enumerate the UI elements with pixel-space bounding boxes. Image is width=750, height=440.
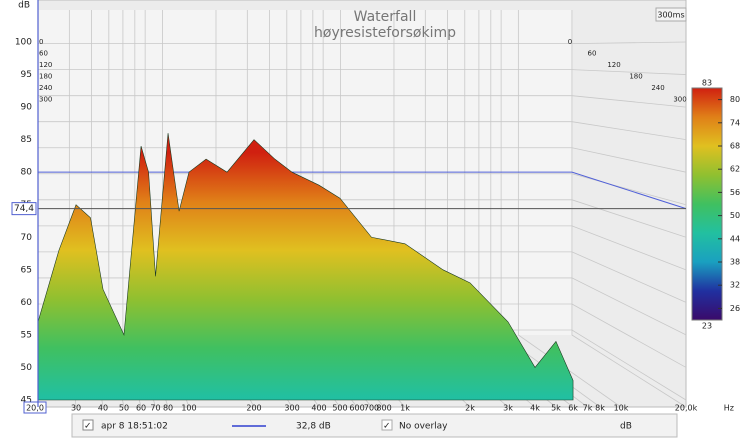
series-checkbox[interactable]: [82, 419, 94, 431]
x-tick-label: 400: [311, 404, 326, 413]
legend-level: 32,8 dB: [296, 422, 331, 432]
x-tick-label: 3k: [503, 404, 513, 413]
y-tick-label: 80: [21, 168, 33, 178]
y-tick-label: 65: [21, 265, 32, 275]
overlay-label: No overlay: [399, 422, 448, 432]
time-tick-left: 300: [39, 96, 52, 104]
x-tick-label: 60: [136, 404, 146, 413]
x-tick-label: 5k: [551, 404, 561, 413]
legend-bar: [71, 413, 678, 438]
x-tick-label: 70: [150, 404, 160, 413]
y-tick-label: 50: [21, 363, 33, 373]
y-unit: dB: [18, 1, 30, 11]
colorbar: [691, 87, 723, 321]
grid-line: [571, 10, 687, 408]
chart-subtitle: høyresisteforsøkimp: [314, 25, 456, 41]
x-tick-label: 100: [181, 404, 196, 413]
x-tick-label: 20,0: [26, 404, 44, 413]
colorbar-tick-label: 38: [730, 258, 740, 267]
x-tick-label: 8k: [595, 404, 605, 413]
colorbar-tick-label: 44: [730, 234, 740, 243]
x-tick-label: 600: [349, 404, 364, 413]
time-tick-left: 240: [39, 84, 52, 92]
cursor-label: 74,4: [14, 204, 34, 214]
time-tick-left: 180: [39, 73, 52, 81]
time-tick-right: 120: [607, 61, 620, 69]
x-tick-label: 1k: [400, 404, 410, 413]
time-tick-right: 0: [568, 38, 572, 46]
x-tick-label: 7k: [583, 404, 593, 413]
time-tick-right: 240: [651, 84, 664, 92]
x-tick-label: 80: [163, 404, 173, 413]
marks: 74,4: [11, 0, 687, 407]
x-tick-label: 4k: [530, 404, 540, 413]
x-tick-label: 40: [98, 404, 108, 413]
time-tick-left: 120: [39, 61, 52, 69]
colorbar-tick-label: 68: [730, 142, 740, 151]
colorbar-max: 83: [702, 79, 712, 88]
y-tick-label: 55: [21, 330, 32, 340]
legend-entry: apr 8 18:51:02: [101, 422, 168, 432]
colorbar-tick-label: 50: [730, 211, 740, 220]
y-tick-label: 70: [21, 233, 33, 243]
colorbar-tick-label: 32: [730, 281, 740, 290]
x-tick-label: 700: [364, 404, 379, 413]
y-tick-label: 85: [21, 135, 32, 145]
x-tick-label: 500: [332, 404, 347, 413]
x-tick-label: 200: [246, 404, 261, 413]
y-tick-label: 90: [21, 103, 33, 113]
time-tick-right: 60: [588, 50, 597, 58]
x-tick-label: 50: [119, 404, 129, 413]
time-tick-right: 180: [629, 73, 642, 81]
x-start-box: [23, 401, 47, 414]
x-tick-label: 30: [71, 404, 81, 413]
colorbar-tick-label: 74: [730, 118, 740, 127]
colorbar-tick-label: 80: [730, 95, 740, 104]
x-tick-label: 10k: [614, 404, 629, 413]
colorbar-tick-label: 56: [730, 188, 740, 197]
colorbar-tick-label: 62: [730, 165, 740, 174]
time-tick-left: 60: [39, 50, 48, 58]
x-tick-label: 20,0k: [675, 404, 698, 413]
check: ✓: [84, 422, 92, 432]
time-tick-right: 300: [673, 96, 686, 104]
grid-line: [517, 10, 622, 408]
check: ✓: [383, 422, 391, 432]
time-unit-box: [655, 7, 687, 22]
colorbar-tick-label: 26: [730, 304, 740, 313]
cursor-box: [11, 202, 37, 216]
overlay-unit: dB: [620, 422, 632, 432]
y-tick-label: 45: [21, 396, 32, 406]
colorbar-min: 23: [702, 322, 712, 331]
y-tick-label: 95: [21, 70, 32, 80]
time-tick-left: 0: [39, 38, 43, 46]
y-tick-label: 100: [15, 38, 32, 48]
x-unit: Hz: [724, 404, 734, 413]
chart-title: Waterfall: [354, 9, 417, 25]
overlay-checkbox[interactable]: [381, 419, 393, 431]
y-tick-label: 60: [21, 298, 33, 308]
x-tick-label: 2k: [465, 404, 475, 413]
time-unit: 300ms: [657, 11, 684, 20]
x-tick-label: 800: [376, 404, 391, 413]
x-tick-label: 6k: [568, 404, 578, 413]
waterfall-slice: [37, 133, 574, 401]
x-tick-label: 300: [284, 404, 299, 413]
